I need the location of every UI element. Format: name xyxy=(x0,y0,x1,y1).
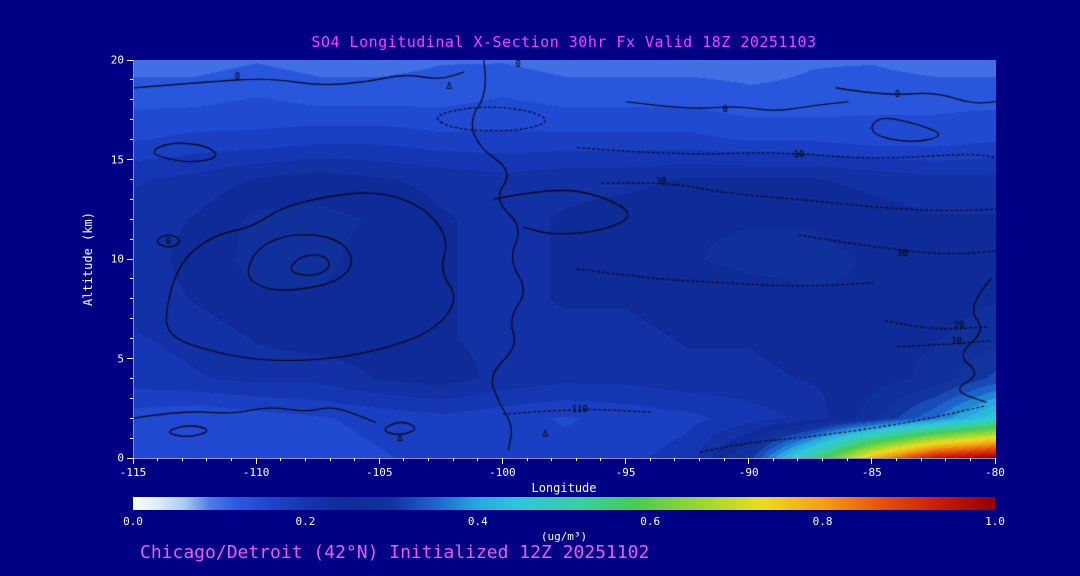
y-tick-label: 0 xyxy=(117,451,124,465)
plot-area xyxy=(133,60,996,459)
x-tick xyxy=(920,458,922,461)
x-tick xyxy=(772,458,774,461)
y-tick xyxy=(130,198,133,200)
x-tick-label: -95 xyxy=(615,466,636,479)
x-tick xyxy=(822,458,824,461)
x-tick xyxy=(674,458,676,461)
x-tick xyxy=(723,458,725,461)
x-tick xyxy=(871,458,873,464)
x-tick xyxy=(698,458,700,461)
y-tick-label: 5 xyxy=(117,352,124,365)
y-tick xyxy=(130,178,133,180)
heatmap-canvas xyxy=(134,60,996,458)
y-tick xyxy=(130,79,133,81)
y-tick xyxy=(130,437,133,439)
x-tick-label: -110 xyxy=(242,466,270,479)
y-tick xyxy=(130,278,133,280)
y-tick xyxy=(130,377,133,379)
x-tick xyxy=(354,458,356,461)
x-tick xyxy=(206,458,208,461)
y-axis-label: Altitude (km) xyxy=(81,212,95,306)
x-tick xyxy=(452,458,454,461)
y-tick xyxy=(127,258,133,260)
x-tick-label: -105 xyxy=(366,466,393,479)
x-tick xyxy=(501,458,503,464)
x-tick-label: -85 xyxy=(861,466,882,479)
x-tick xyxy=(969,458,971,461)
y-tick xyxy=(130,338,133,340)
y-tick xyxy=(127,59,133,61)
x-tick-label: -80 xyxy=(985,466,1005,479)
x-tick xyxy=(575,458,577,461)
x-tick xyxy=(132,458,134,464)
x-tick xyxy=(600,458,602,461)
colorbar-tick-label: 0.6 xyxy=(640,515,661,528)
x-tick xyxy=(895,458,897,461)
y-tick-label: 20 xyxy=(110,53,124,67)
x-tick xyxy=(304,458,306,461)
x-tick-label: -90 xyxy=(738,466,759,479)
y-tick xyxy=(130,218,133,220)
x-tick-label: -115 xyxy=(119,466,147,479)
run-caption: Chicago/Detroit (42°N) Initialized 12Z 2… xyxy=(140,542,650,563)
y-tick xyxy=(130,119,133,121)
colorbar-tick-label: 1.0 xyxy=(985,515,1005,528)
colorbar-tick-label: 0.8 xyxy=(812,515,833,528)
x-tick xyxy=(945,458,947,461)
x-axis-label: Longitude xyxy=(531,481,597,495)
y-tick xyxy=(130,417,133,419)
y-tick xyxy=(130,238,133,240)
x-tick xyxy=(625,458,627,464)
chart-title: SO4 Longitudinal X-Section 30hr Fx Valid… xyxy=(311,33,817,51)
x-tick xyxy=(378,458,380,464)
x-tick xyxy=(526,458,528,461)
colorbar-tick-label: 0.0 xyxy=(123,515,143,528)
colorbar-tick-label: 0.2 xyxy=(295,515,316,528)
x-tick xyxy=(551,458,553,461)
x-tick xyxy=(181,458,183,461)
y-tick xyxy=(130,298,133,300)
x-tick xyxy=(231,458,232,461)
colorbar-units-label: (ug/m³) xyxy=(540,530,588,543)
x-tick xyxy=(428,458,430,461)
x-tick xyxy=(329,458,331,461)
x-tick xyxy=(157,458,159,461)
y-tick xyxy=(127,457,133,459)
y-tick xyxy=(127,358,133,359)
x-tick xyxy=(255,458,257,464)
x-tick xyxy=(994,458,996,464)
x-tick xyxy=(280,458,282,461)
x-tick xyxy=(649,458,651,461)
x-tick xyxy=(797,458,799,461)
y-tick xyxy=(130,318,133,320)
x-tick xyxy=(748,458,750,464)
y-tick xyxy=(127,159,133,160)
colorbar-tick-label: 0.4 xyxy=(467,515,488,528)
x-tick xyxy=(846,458,848,461)
colorbar xyxy=(133,497,995,510)
x-tick-label: -100 xyxy=(489,466,516,479)
x-tick xyxy=(403,458,405,461)
y-tick xyxy=(130,139,133,141)
y-tick-label: 15 xyxy=(110,153,124,166)
y-tick xyxy=(130,99,133,101)
y-tick xyxy=(130,397,133,399)
y-tick-label: 10 xyxy=(110,252,124,266)
x-tick xyxy=(477,458,479,461)
